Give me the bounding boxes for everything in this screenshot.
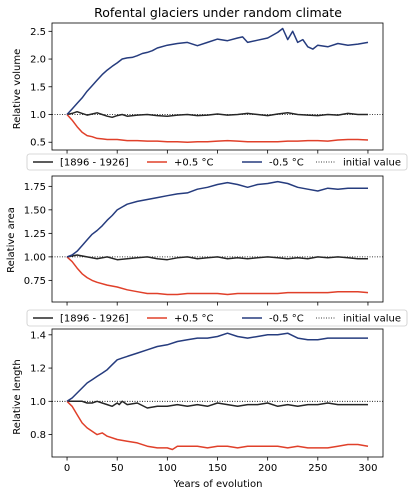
series-line-cool bbox=[66, 332, 368, 402]
length-ylabel: Relative length bbox=[12, 359, 23, 434]
y-tick-label: 0.75 bbox=[24, 276, 46, 287]
volume-panel: 0.5 1.0 1.5 2.0 2.5 bbox=[30, 22, 384, 154]
legend-middle: [1896 - 1926] +0.5 °C -0.5 °C initial value bbox=[26, 309, 408, 327]
legend-label: [1896 - 1926] bbox=[60, 158, 129, 169]
legend-label: -0.5 °C bbox=[269, 158, 304, 169]
legend-top: [1896 - 1926] +0.5 °C -0.5 °C initial value bbox=[26, 153, 408, 171]
y-tick-label: 0.8 bbox=[30, 430, 46, 441]
y-tick-label: 1.0 bbox=[30, 110, 46, 121]
area-panel: 0.75 1.00 1.25 1.50 1.75 bbox=[24, 175, 384, 306]
series-line-baseline bbox=[66, 110, 368, 119]
series-line-baseline bbox=[66, 254, 368, 261]
series-line-warm bbox=[66, 113, 369, 143]
legend-label: -0.5 °C bbox=[269, 314, 304, 325]
y-tick-label: 1.2 bbox=[30, 364, 46, 375]
y-tick-label: 1.50 bbox=[24, 205, 46, 216]
series-line-cool bbox=[66, 27, 369, 116]
legend-label: initial value bbox=[343, 314, 401, 325]
y-tick-label: 2.0 bbox=[30, 55, 46, 66]
legend-label: [1896 - 1926] bbox=[60, 314, 129, 325]
y-tick-label: 1.75 bbox=[24, 182, 46, 193]
y-tick-label: 1.5 bbox=[30, 82, 46, 93]
y-tick-label: 1.00 bbox=[24, 252, 46, 263]
area-ylabel: Relative area bbox=[6, 207, 17, 273]
series-line-baseline bbox=[67, 400, 368, 409]
x-tick-label: 250 bbox=[308, 463, 327, 474]
y-tick-label: 1.4 bbox=[30, 330, 46, 341]
y-tick-label: 2.5 bbox=[30, 27, 46, 38]
x-tick-label: 0 bbox=[64, 463, 70, 474]
y-tick-label: 1.0 bbox=[30, 397, 46, 408]
x-axis-label: Years of evolution bbox=[173, 479, 263, 490]
x-tick-label: 50 bbox=[111, 463, 124, 474]
series-line-cool bbox=[66, 180, 368, 258]
legend-label: initial value bbox=[343, 158, 401, 169]
legend-label: +0.5 °C bbox=[174, 314, 213, 325]
x-tick-label: 300 bbox=[358, 463, 377, 474]
legend-frame bbox=[26, 309, 408, 327]
x-tick-label: 200 bbox=[258, 463, 277, 474]
x-tick-label: 100 bbox=[158, 463, 177, 474]
volume-ylabel: Relative volume bbox=[12, 49, 23, 130]
length-panel: 0.8 1.0 1.2 1.4 0 50 100 150 200 250 300 bbox=[30, 328, 384, 474]
legend-frame bbox=[26, 153, 408, 171]
figure-title: Rofental glaciers under random climate bbox=[94, 5, 342, 20]
y-tick-label: 1.25 bbox=[24, 229, 46, 240]
x-tick-label: 150 bbox=[208, 463, 227, 474]
legend-label: +0.5 °C bbox=[174, 158, 213, 169]
series-line-warm bbox=[66, 256, 369, 296]
y-tick-label: 0.5 bbox=[30, 138, 46, 149]
series-line-warm bbox=[66, 400, 369, 451]
